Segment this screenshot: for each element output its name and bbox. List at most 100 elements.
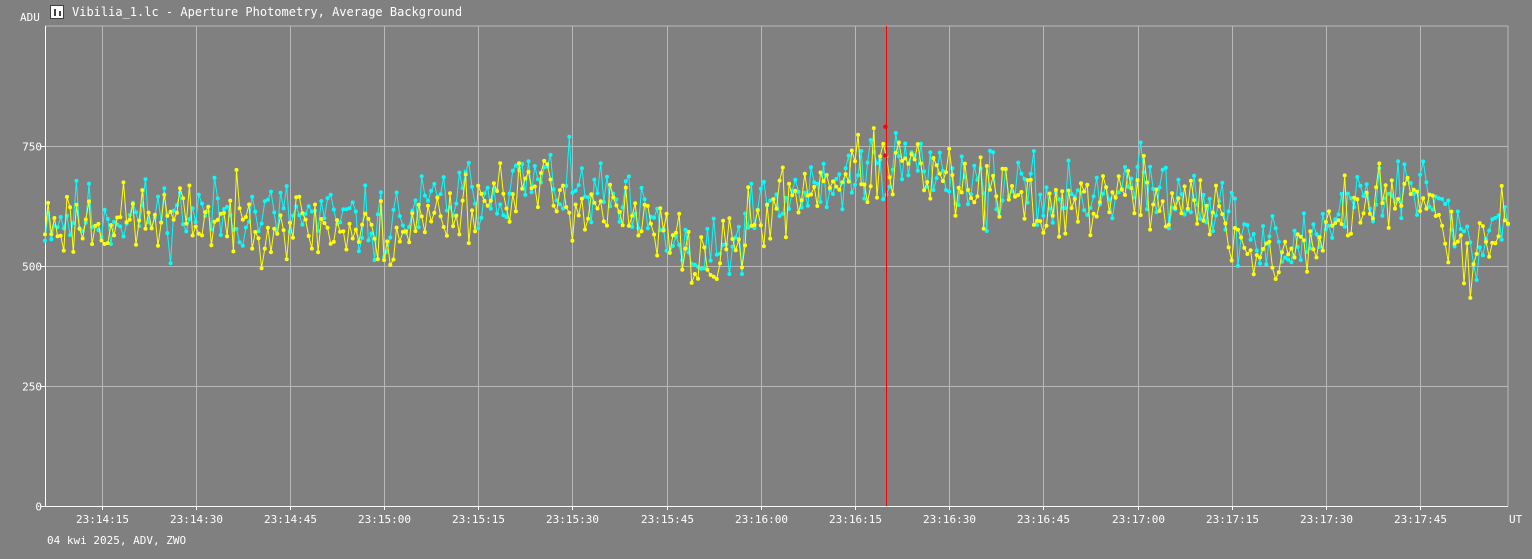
data-point <box>476 226 481 231</box>
x-tick-label: 23:16:30 <box>923 513 976 526</box>
data-point <box>388 235 393 240</box>
data-point <box>165 213 170 218</box>
data-point <box>1270 265 1275 270</box>
data-point <box>520 161 525 166</box>
data-point <box>674 230 678 235</box>
data-point <box>1182 184 1187 189</box>
data-point <box>1286 252 1291 257</box>
x-tick-label: 23:15:15 <box>452 513 505 526</box>
data-point <box>193 224 198 229</box>
data-point <box>338 229 343 234</box>
data-point <box>564 205 569 210</box>
data-point <box>903 156 908 161</box>
data-point <box>1145 207 1149 212</box>
data-point <box>548 177 553 182</box>
data-point <box>225 234 230 239</box>
data-point <box>1261 247 1266 251</box>
data-point <box>1323 220 1328 224</box>
data-point <box>1201 192 1206 197</box>
data-point <box>799 205 804 210</box>
data-point <box>61 248 66 253</box>
data-point <box>915 142 920 147</box>
data-point <box>1355 175 1360 179</box>
data-point <box>1173 206 1178 211</box>
data-point <box>504 215 509 220</box>
data-point <box>121 180 126 185</box>
data-point <box>1157 209 1162 213</box>
data-point <box>906 161 911 166</box>
data-point <box>1201 218 1206 223</box>
data-point <box>1207 232 1212 237</box>
data-point <box>168 209 173 214</box>
data-point <box>118 215 123 220</box>
data-point <box>561 183 565 188</box>
data-point <box>1031 222 1036 227</box>
x-axis-label: UT <box>1509 513 1523 526</box>
data-point <box>746 225 751 230</box>
cursor-point <box>883 124 888 129</box>
data-point <box>639 229 644 234</box>
data-point <box>325 196 330 201</box>
data-point <box>1075 188 1080 193</box>
data-point <box>253 209 258 214</box>
data-point <box>677 242 682 247</box>
data-point <box>394 190 399 195</box>
data-point <box>498 202 503 207</box>
data-point <box>1135 164 1140 169</box>
data-point <box>426 198 430 203</box>
data-point <box>915 168 920 173</box>
data-point <box>243 215 248 219</box>
data-point <box>1380 213 1385 218</box>
data-point <box>721 218 726 223</box>
data-point <box>1465 224 1470 229</box>
data-point <box>303 211 308 216</box>
data-point <box>645 203 650 208</box>
data-point <box>771 197 776 202</box>
data-point <box>956 203 961 208</box>
y-axis-label: ADU <box>20 11 40 24</box>
data-point <box>181 196 186 201</box>
data-point <box>410 211 415 216</box>
data-point <box>284 257 289 262</box>
data-point <box>372 236 377 241</box>
data-point <box>592 177 597 182</box>
data-point <box>843 166 848 171</box>
data-point <box>372 258 377 262</box>
data-point <box>683 227 688 232</box>
data-point <box>344 247 349 252</box>
data-point <box>1418 172 1423 177</box>
data-point <box>96 221 101 226</box>
data-point <box>265 225 270 230</box>
data-point <box>375 212 380 217</box>
data-point <box>997 214 1002 219</box>
data-point <box>1236 227 1240 232</box>
data-point <box>1126 168 1131 173</box>
data-point <box>1129 186 1134 191</box>
data-point <box>105 217 110 221</box>
data-point <box>542 158 547 163</box>
data-point <box>931 188 936 193</box>
data-point <box>482 198 487 203</box>
data-point <box>934 176 939 181</box>
data-point <box>677 211 682 216</box>
data-point <box>222 210 226 215</box>
data-point <box>1176 196 1181 201</box>
data-point <box>146 220 151 225</box>
data-point <box>1342 224 1347 229</box>
data-point <box>809 192 813 197</box>
data-point <box>768 198 773 203</box>
data-point <box>1477 221 1482 226</box>
data-point <box>1270 214 1275 219</box>
data-point <box>1151 186 1156 191</box>
data-point <box>1502 218 1507 223</box>
data-point <box>1276 270 1281 275</box>
chart-icon[interactable] <box>50 5 64 19</box>
data-point <box>1229 258 1234 263</box>
data-point <box>862 182 867 187</box>
data-point <box>944 170 948 175</box>
data-point <box>595 206 600 211</box>
data-point <box>43 238 47 243</box>
data-point <box>699 266 704 271</box>
data-point <box>831 179 835 184</box>
